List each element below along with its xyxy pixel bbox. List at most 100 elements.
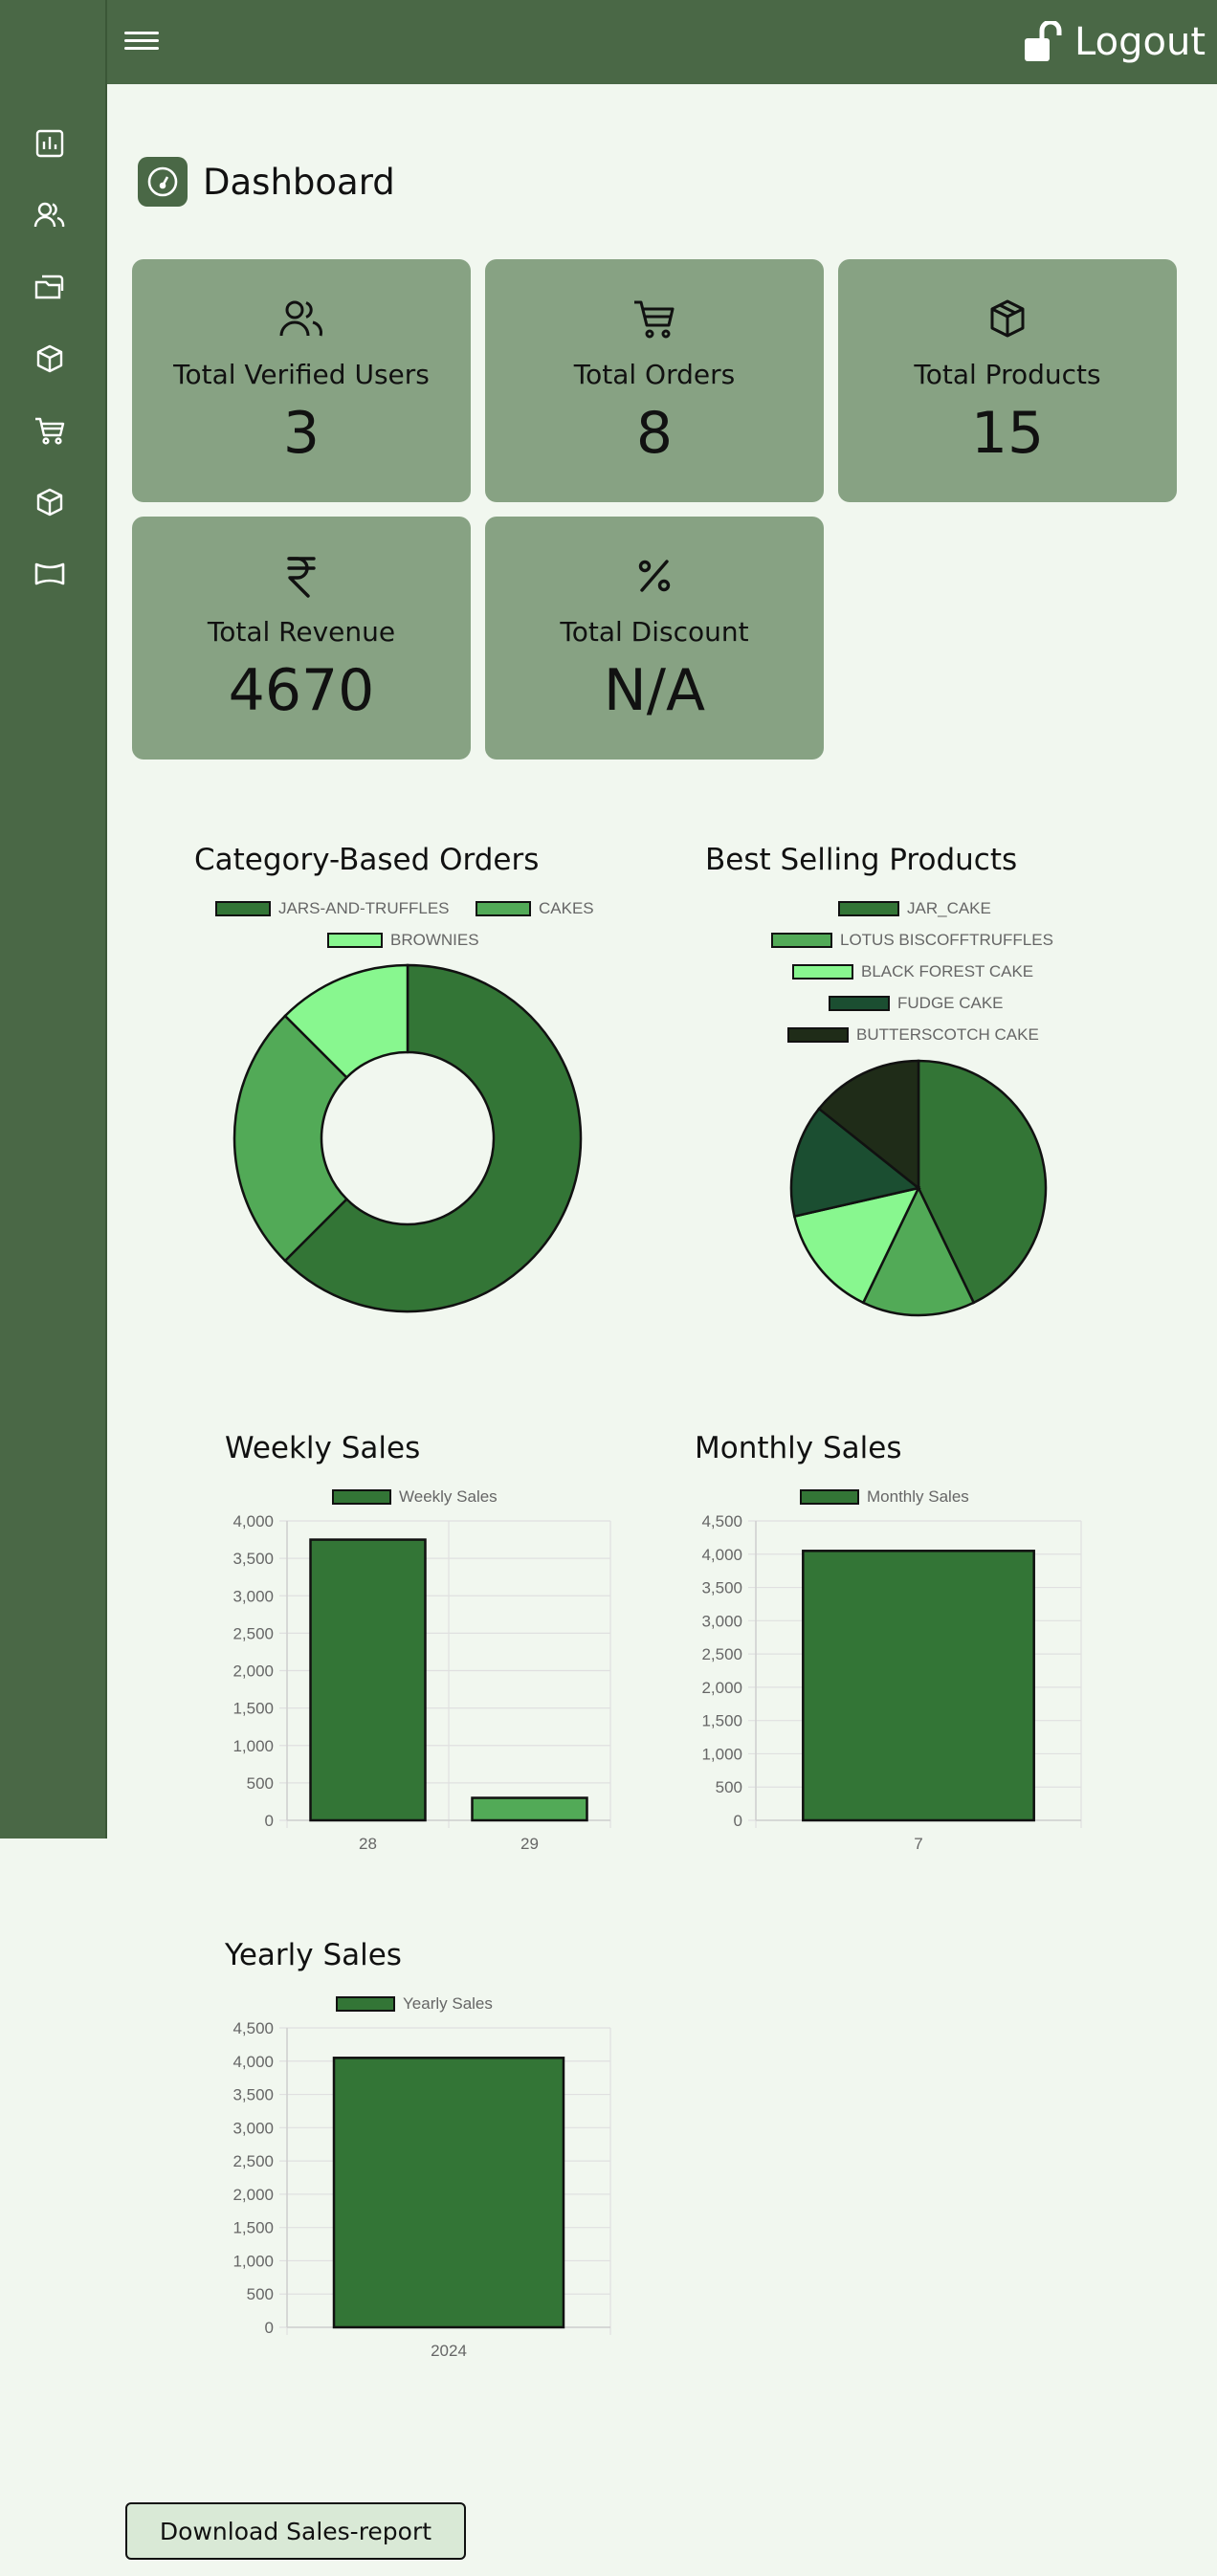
users-icon — [279, 300, 322, 337]
y-tick-label: 4,000 — [232, 2053, 274, 2071]
legend-swatch — [327, 933, 383, 948]
legend-item[interactable]: BLACK FOREST CAKE — [792, 962, 1033, 981]
banner-icon — [34, 562, 65, 585]
legend-item[interactable]: LOTUS BISCOFFTRUFFLES — [771, 931, 1053, 950]
legend-swatch — [336, 1996, 395, 2012]
doughnut-slice-jars-and-truffles[interactable] — [283, 963, 583, 1313]
stat-value: 3 — [282, 400, 321, 467]
sidebar-item-inventory[interactable] — [31, 483, 69, 521]
logout-label: Logout — [1074, 20, 1206, 64]
box-icon — [36, 488, 63, 517]
doughnut-slice-brownies[interactable] — [283, 963, 409, 1080]
top-bar — [0, 0, 1217, 84]
download-sales-report-button[interactable]: Download Sales-report — [125, 2502, 466, 2560]
sidebar-item-orders[interactable] — [31, 411, 69, 450]
bar-chart-monthly-sales: 0 500 1,000 1,500 2,000 2,500 3,000 3,500 4,000 4… — [701, 1512, 1082, 1853]
legend-label: BLACK FOREST CAKE — [861, 962, 1034, 980]
y-tick-label: 4,500 — [701, 1512, 742, 1530]
bar-7[interactable] — [802, 1550, 1035, 1822]
rupee-icon — [287, 557, 316, 598]
pie-slice-jar-cake[interactable] — [917, 1059, 1048, 1305]
legend-label: Yearly Sales — [403, 1994, 493, 2013]
doughnut-slice-cakes[interactable] — [232, 1014, 349, 1263]
legend-label: Weekly Sales — [399, 1487, 498, 1506]
y-tick-label: 2,500 — [232, 1624, 274, 1642]
chart-icon — [35, 129, 64, 158]
legend-swatch — [215, 901, 271, 916]
x-tick-label: 2024 — [431, 2342, 467, 2360]
legend-label: BROWNIES — [390, 931, 479, 949]
legend-swatch — [332, 1489, 391, 1505]
folders-icon — [34, 275, 64, 299]
y-tick-label: 2,500 — [701, 1645, 742, 1663]
users-icon — [33, 202, 65, 228]
pie-slice-butterscotch-cake[interactable] — [817, 1059, 920, 1191]
legend-swatch — [838, 901, 899, 916]
y-tick-label: 4,000 — [701, 1546, 742, 1564]
cart-icon — [35, 417, 65, 445]
legend-item[interactable]: Weekly Sales — [332, 1487, 498, 1507]
x-tick-label: 28 — [359, 1835, 377, 1853]
y-tick-label: 500 — [716, 1778, 742, 1796]
y-tick-label: 4,000 — [232, 1512, 274, 1530]
legend-swatch — [800, 1489, 859, 1505]
y-tick-label: 3,500 — [232, 2086, 274, 2104]
pie-slice-black-forest-cake[interactable] — [792, 1186, 921, 1305]
unlock-icon — [1025, 21, 1062, 61]
legend-label: FUDGE CAKE — [897, 994, 1004, 1012]
legend-item[interactable]: JARS-AND-TRUFFLES — [215, 899, 450, 918]
legend-label: BUTTERSCOTCH CAKE — [856, 1025, 1039, 1044]
menu-toggle-button[interactable] — [124, 27, 159, 55]
sidebar-item-reports[interactable] — [31, 124, 69, 163]
legend-item[interactable]: CAKES — [476, 899, 594, 918]
legend-item[interactable]: Monthly Sales — [800, 1487, 969, 1507]
legend-swatch — [792, 964, 853, 980]
y-tick-label: 3,500 — [701, 1579, 742, 1597]
legend-label: LOTUS BISCOFFTRUFFLES — [840, 931, 1053, 949]
pie-slice-fudge-cake[interactable] — [789, 1107, 921, 1219]
stat-card-verified-users: Total Verified Users 3 — [132, 259, 471, 502]
y-tick-label: 3,500 — [232, 1550, 274, 1568]
x-tick-label: 29 — [520, 1835, 539, 1853]
sidebar-item-categories[interactable] — [31, 268, 69, 306]
y-tick-label: 1,000 — [701, 1745, 742, 1763]
legend-item[interactable]: Yearly Sales — [336, 1994, 493, 2014]
legend-label: JAR_CAKE — [907, 899, 991, 917]
bar-28[interactable] — [309, 1538, 427, 1822]
stat-value: 8 — [635, 400, 674, 467]
bar-29[interactable] — [471, 1796, 588, 1822]
sidebar — [0, 0, 107, 1838]
percent-icon — [638, 560, 671, 592]
legend-item[interactable]: BUTTERSCOTCH CAKE — [787, 1025, 1039, 1045]
y-tick-label: 1,500 — [232, 2219, 274, 2237]
y-tick-label: 4,500 — [232, 2019, 274, 2037]
y-tick-label: 0 — [734, 1812, 742, 1830]
pie-slice-lotus-biscofftruffles[interactable] — [861, 1185, 976, 1317]
legend-swatch — [829, 996, 890, 1011]
page-header: Dashboard — [138, 157, 395, 207]
bar-chart-weekly-sales: 0 500 1,000 1,500 2,000 2,500 3,000 3,500 4,000 2… — [232, 1512, 611, 1853]
y-tick-label: 500 — [247, 2285, 274, 2303]
y-tick-label: 1,000 — [232, 1737, 274, 1755]
legend-swatch — [771, 933, 832, 948]
y-tick-label: 500 — [247, 1774, 274, 1793]
chart-title-category-orders: Category-Based Orders — [194, 843, 540, 877]
stat-card-discount: Total Discount N/A — [485, 517, 824, 760]
cart-icon — [634, 300, 675, 339]
legend-item[interactable]: BROWNIES — [327, 931, 479, 950]
bar-2024[interactable] — [332, 2057, 565, 2329]
legend-item[interactable]: FUDGE CAKE — [829, 994, 1004, 1013]
sidebar-item-products[interactable] — [31, 340, 69, 378]
legend-label: CAKES — [539, 899, 594, 917]
stat-label: Total Verified Users — [173, 359, 430, 390]
legend-item[interactable]: JAR_CAKE — [838, 899, 991, 918]
logout-button[interactable]: Logout — [1023, 15, 1206, 69]
y-tick-label: 2,000 — [701, 1679, 742, 1697]
bar-chart-yearly-sales: 0 500 1,000 1,500 2,000 2,500 3,000 3,500 4,000 4… — [232, 2019, 611, 2360]
gauge-icon — [138, 157, 188, 207]
chart-title-weekly-sales: Weekly Sales — [225, 1431, 421, 1465]
stat-card-revenue: Total Revenue 4670 — [132, 517, 471, 760]
legend-swatch — [787, 1027, 849, 1043]
sidebar-item-banners[interactable] — [31, 555, 69, 593]
sidebar-item-users[interactable] — [31, 196, 69, 234]
